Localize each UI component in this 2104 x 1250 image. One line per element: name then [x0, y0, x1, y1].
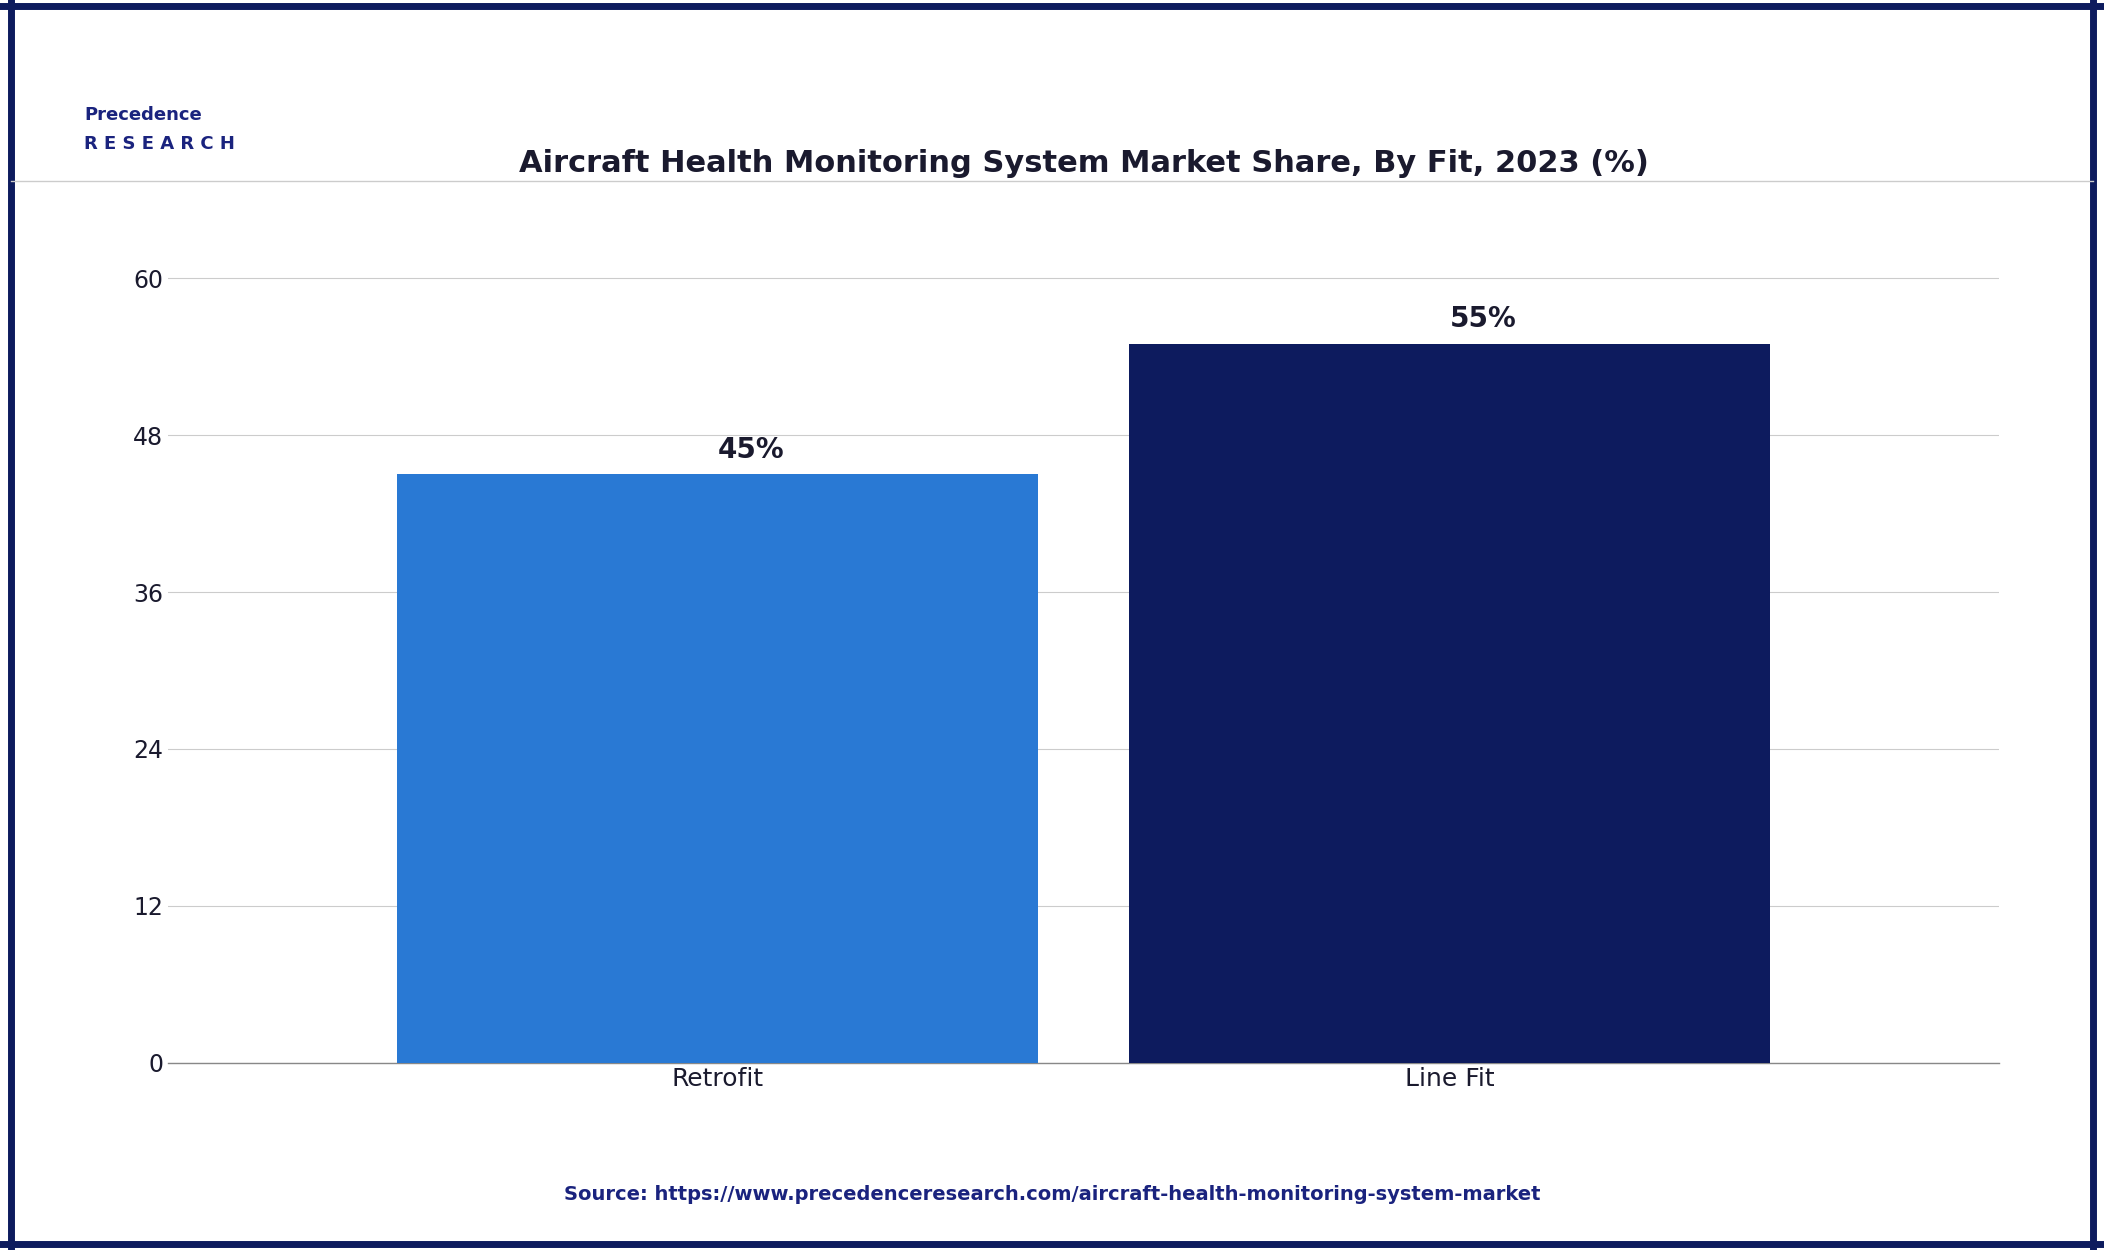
- Text: Source: https://www.precedenceresearch.com/aircraft-health-monitoring-system-mar: Source: https://www.precedenceresearch.c…: [564, 1185, 1540, 1204]
- Title: Aircraft Health Monitoring System Market Share, By Fit, 2023 (%): Aircraft Health Monitoring System Market…: [518, 149, 1650, 179]
- Text: Precedence
R E S E A R C H: Precedence R E S E A R C H: [84, 106, 236, 154]
- Text: 55%: 55%: [1450, 305, 1517, 334]
- Text: 45%: 45%: [717, 436, 785, 464]
- Bar: [1130, 344, 1769, 1062]
- Bar: [398, 475, 1037, 1062]
